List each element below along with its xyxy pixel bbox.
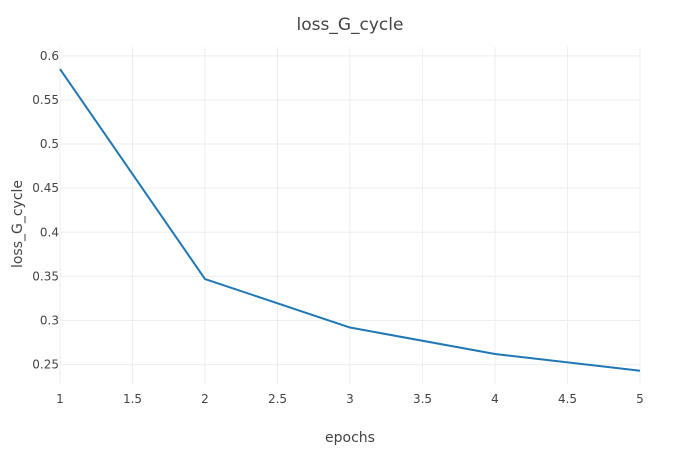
y-tick-label: 0.5 [40,137,59,151]
x-tick-label: 1 [56,392,64,406]
y-tick-label: 0.45 [32,181,59,195]
y-tick-labels: 0.25 0.3 0.35 0.4 0.45 0.5 0.55 0.6 [32,49,59,372]
x-tick-label: 4.5 [558,392,577,406]
x-tick-labels: 1 1.5 2 2.5 3 3.5 4 4.5 5 [56,392,644,406]
x-tick-label: 5 [636,392,644,406]
x-axis-title: epochs [325,430,375,446]
y-tick-label: 0.6 [40,49,59,63]
x-tick-label: 1.5 [123,392,142,406]
series-layer [59,68,641,372]
x-tick-label: 3 [346,392,354,406]
chart-title: loss_G_cycle [297,15,404,35]
x-tick-label: 3.5 [413,392,432,406]
y-tick-label: 0.3 [40,313,59,327]
y-tick-label: 0.25 [32,358,59,372]
x-tick-label: 2 [201,392,209,406]
x-tick-label: 2.5 [268,392,287,406]
grid [59,47,641,384]
y-tick-label: 0.4 [40,225,59,239]
x-tick-label: 4 [491,392,499,406]
y-tick-label: 0.35 [32,269,59,283]
series-line [59,68,641,372]
y-tick-label: 0.55 [32,93,59,107]
y-axis-title: loss_G_cycle [10,180,26,268]
